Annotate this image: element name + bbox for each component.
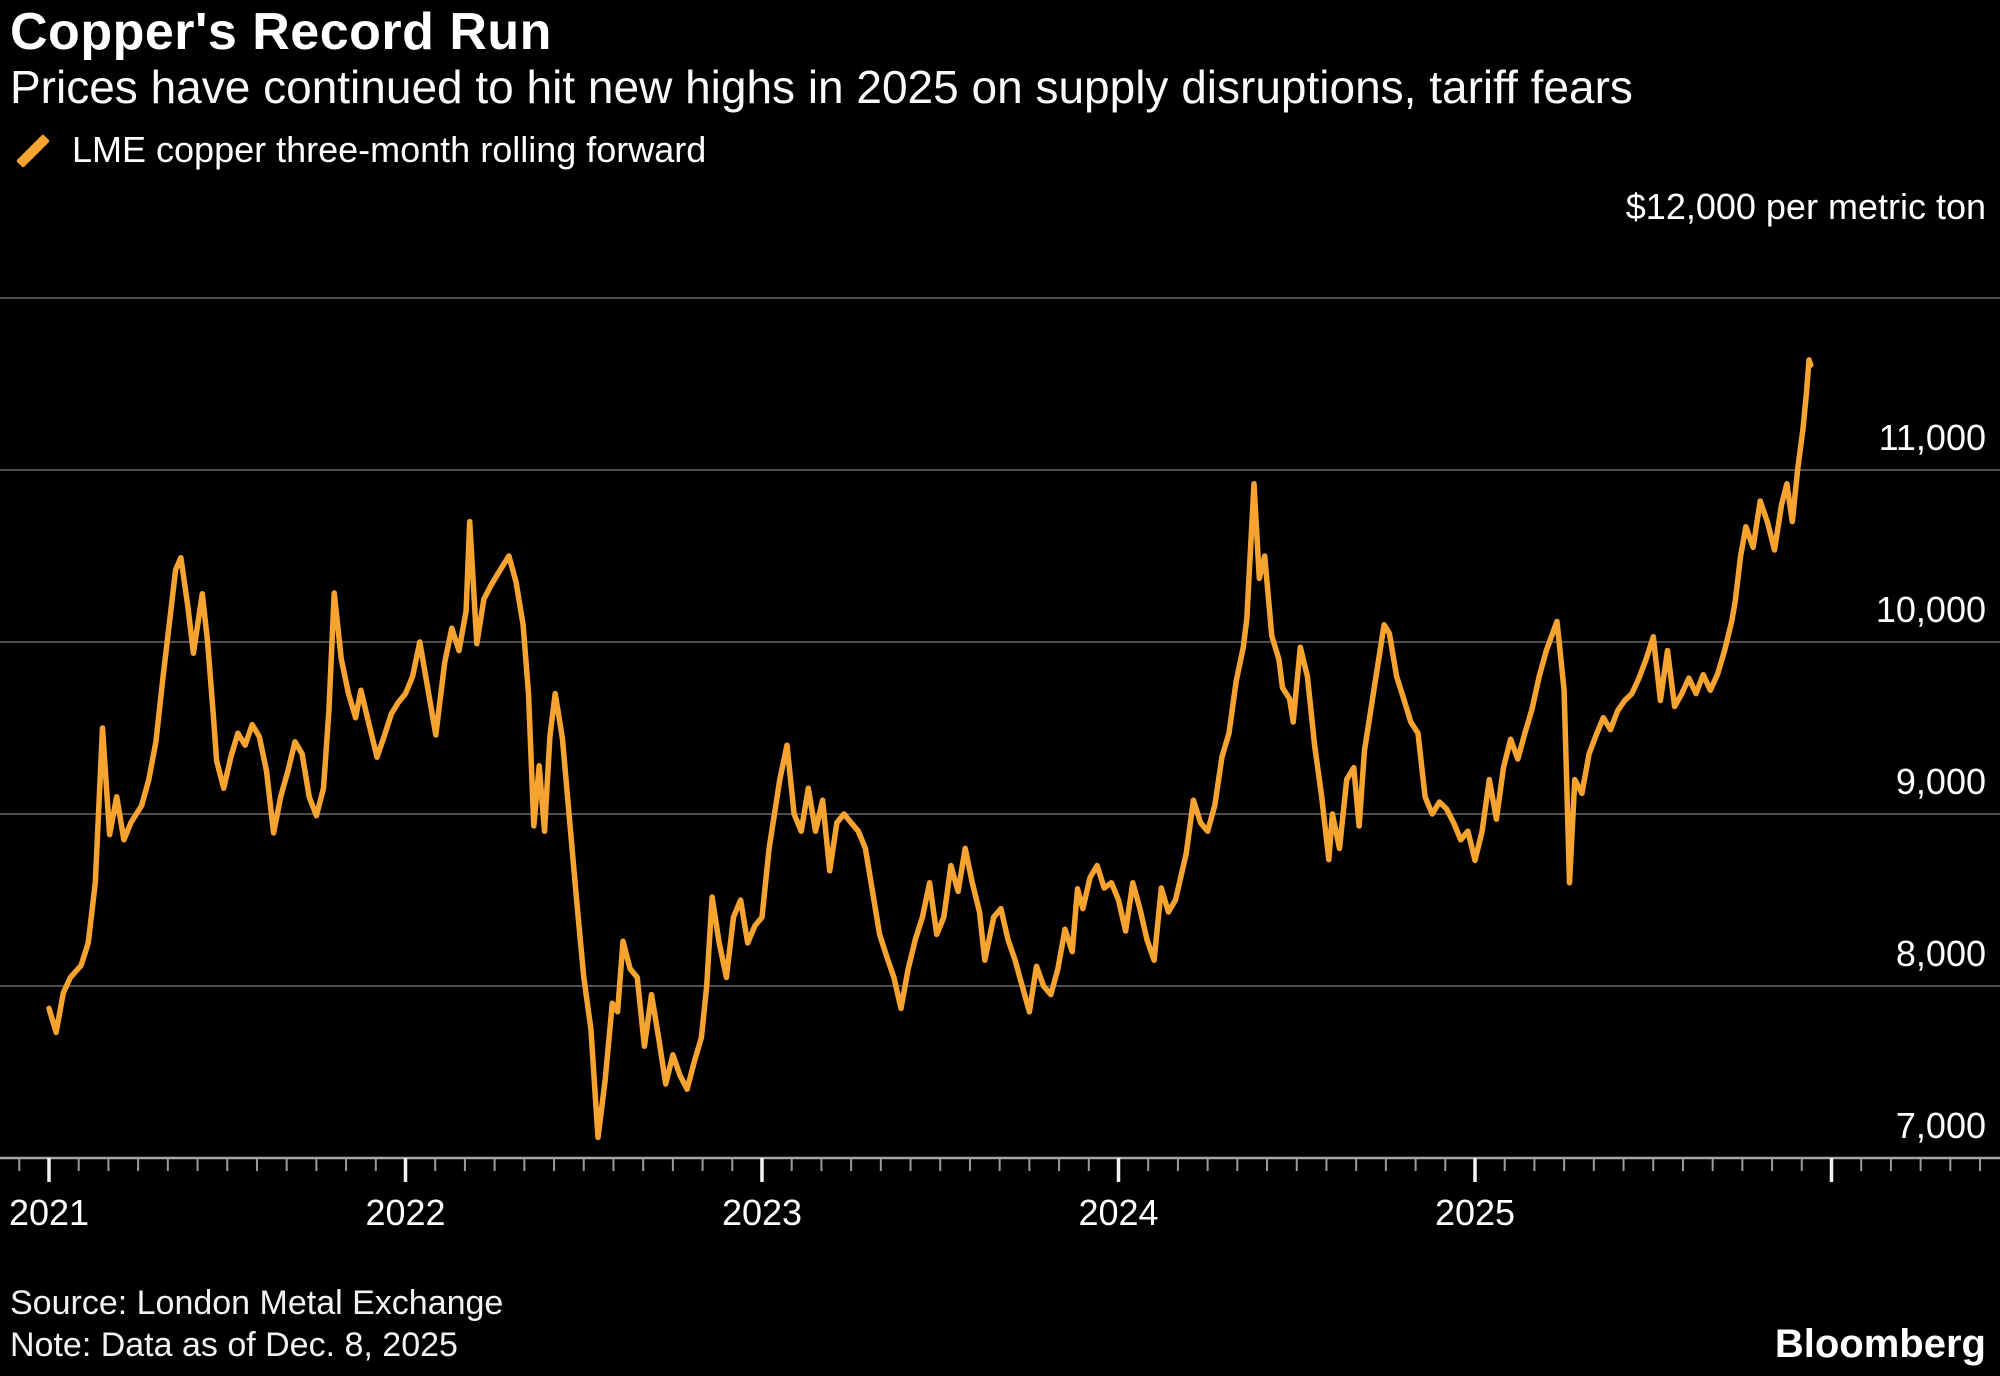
y-axis-label-8000: 8,000: [1895, 933, 1986, 974]
x-axis-label-2022: 2022: [365, 1192, 446, 1233]
note-text: Note: Data as of Dec. 8, 2025: [10, 1326, 458, 1364]
y-axis-label-9000: 9,000: [1895, 761, 1986, 802]
legend-slash-icon: [10, 128, 56, 172]
legend: LME copper three-month rolling forward: [10, 128, 706, 172]
chart-subtitle: Prices have continued to hit new highs i…: [10, 61, 1633, 113]
y-axis-label-7000: 7,000: [1895, 1105, 1986, 1146]
legend-label: LME copper three-month rolling forward: [72, 129, 707, 170]
y-axis-label-11000: 11,000: [1878, 417, 1986, 458]
x-axis-label-2021: 2021: [8, 1192, 90, 1233]
bloomberg-logo: Bloomberg: [1774, 1322, 1986, 1366]
x-axis-label-2023: 2023: [721, 1192, 803, 1233]
x-axis-label-2024: 2024: [1078, 1192, 1159, 1233]
chart-title: Copper's Record Run: [10, 3, 552, 61]
y-axis-unit-label: $12,000 per metric ton: [1625, 186, 1986, 227]
price-line: [46, 357, 1814, 1141]
y-axis-label-10000: 10,000: [1875, 589, 1986, 630]
source-text: Source: London Metal Exchange: [10, 1284, 504, 1322]
x-axis-label-2025: 2025: [1434, 1192, 1516, 1233]
